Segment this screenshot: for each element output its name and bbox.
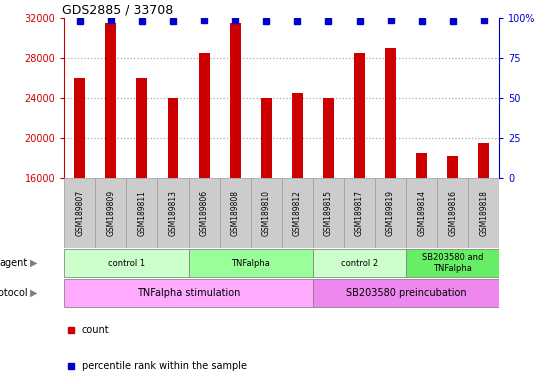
Text: GSM189818: GSM189818 [479, 190, 488, 236]
Text: control 2: control 2 [341, 258, 378, 268]
Bar [292, 93, 303, 178]
Text: ▶: ▶ [30, 258, 37, 268]
Text: GSM189807: GSM189807 [75, 190, 84, 236]
Bar [126, 178, 157, 248]
Text: GSM189817: GSM189817 [355, 190, 364, 236]
Text: percentile rank within the sample: percentile rank within the sample [81, 361, 247, 371]
Text: ▶: ▶ [30, 288, 37, 298]
Bar [416, 153, 427, 178]
Bar [64, 279, 313, 308]
Text: GSM189810: GSM189810 [262, 190, 271, 236]
Bar [478, 143, 489, 178]
Bar [323, 98, 334, 178]
Bar [199, 53, 209, 178]
Text: control 1: control 1 [108, 258, 145, 268]
Text: count: count [81, 325, 109, 335]
Text: GDS2885 / 33708: GDS2885 / 33708 [62, 4, 173, 17]
Bar [468, 178, 499, 248]
Text: GSM189811: GSM189811 [137, 190, 146, 236]
Bar [74, 78, 85, 178]
Text: SB203580 preincubation: SB203580 preincubation [346, 288, 466, 298]
Bar [64, 248, 189, 277]
Bar [313, 248, 406, 277]
Text: agent: agent [0, 258, 28, 268]
Bar [64, 178, 95, 248]
Text: GSM189812: GSM189812 [293, 190, 302, 236]
Bar [251, 178, 282, 248]
Bar [95, 178, 126, 248]
Bar [448, 156, 458, 178]
Bar [313, 178, 344, 248]
Text: GSM189816: GSM189816 [448, 190, 457, 236]
Text: protocol: protocol [0, 288, 28, 298]
Bar [157, 178, 189, 248]
Text: TNFalpha stimulation: TNFalpha stimulation [137, 288, 240, 298]
Bar [137, 78, 147, 178]
Text: GSM189809: GSM189809 [107, 190, 116, 236]
Text: SB203580 and
TNFalpha: SB203580 and TNFalpha [422, 253, 483, 273]
Bar [261, 98, 272, 178]
Bar [282, 178, 313, 248]
Bar [313, 279, 499, 308]
Bar [105, 23, 116, 178]
Bar [344, 178, 375, 248]
Text: GSM189814: GSM189814 [417, 190, 426, 236]
Text: GSM189815: GSM189815 [324, 190, 333, 236]
Bar [230, 23, 240, 178]
Bar [385, 48, 396, 178]
Text: GSM189808: GSM189808 [230, 190, 239, 236]
Bar [220, 178, 251, 248]
Bar [189, 178, 220, 248]
Bar [406, 248, 499, 277]
Bar [354, 53, 365, 178]
Text: GSM189806: GSM189806 [200, 190, 209, 236]
Text: GSM189813: GSM189813 [169, 190, 177, 236]
Text: GSM189819: GSM189819 [386, 190, 395, 236]
Bar [189, 248, 313, 277]
Text: TNFalpha: TNFalpha [231, 258, 270, 268]
Bar [167, 98, 179, 178]
Bar [437, 178, 468, 248]
Bar [406, 178, 437, 248]
Bar [375, 178, 406, 248]
